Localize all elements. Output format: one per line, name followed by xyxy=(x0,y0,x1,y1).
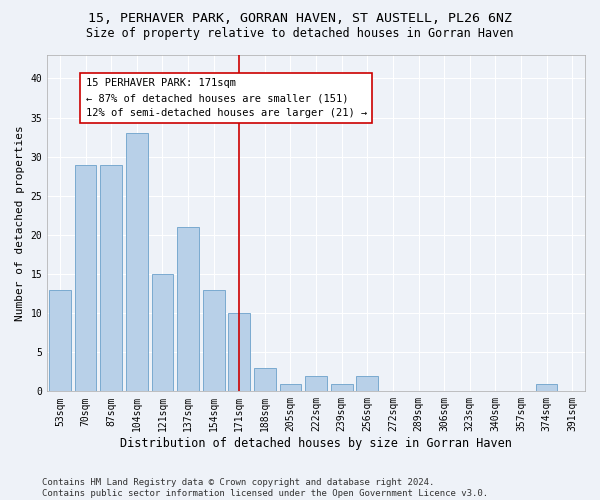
Text: Size of property relative to detached houses in Gorran Haven: Size of property relative to detached ho… xyxy=(86,28,514,40)
Bar xyxy=(203,290,224,392)
Bar xyxy=(100,164,122,392)
Bar xyxy=(177,227,199,392)
Text: Contains HM Land Registry data © Crown copyright and database right 2024.
Contai: Contains HM Land Registry data © Crown c… xyxy=(42,478,488,498)
Bar xyxy=(356,376,378,392)
Bar xyxy=(126,133,148,392)
Bar xyxy=(229,313,250,392)
Text: 15 PERHAVER PARK: 171sqm
← 87% of detached houses are smaller (151)
12% of semi-: 15 PERHAVER PARK: 171sqm ← 87% of detach… xyxy=(86,78,367,118)
Bar xyxy=(280,384,301,392)
Bar xyxy=(74,164,97,392)
Bar xyxy=(305,376,327,392)
X-axis label: Distribution of detached houses by size in Gorran Haven: Distribution of detached houses by size … xyxy=(120,437,512,450)
Bar xyxy=(536,384,557,392)
Text: 15, PERHAVER PARK, GORRAN HAVEN, ST AUSTELL, PL26 6NZ: 15, PERHAVER PARK, GORRAN HAVEN, ST AUST… xyxy=(88,12,512,26)
Bar xyxy=(254,368,276,392)
Bar xyxy=(331,384,353,392)
Bar xyxy=(49,290,71,392)
Bar xyxy=(152,274,173,392)
Y-axis label: Number of detached properties: Number of detached properties xyxy=(15,126,25,321)
